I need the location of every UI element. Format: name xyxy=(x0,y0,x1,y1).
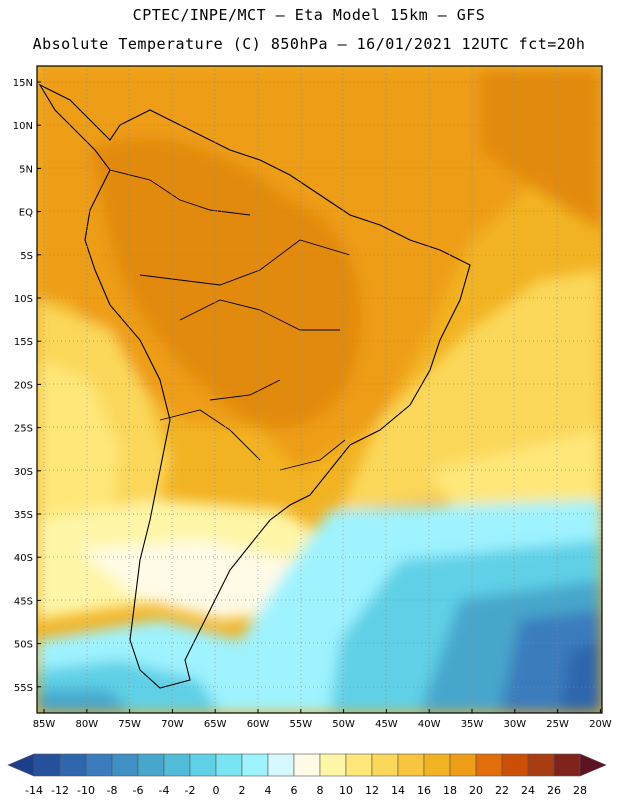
lon-label: 75W xyxy=(118,719,141,730)
colorbar-swatch xyxy=(111,753,139,777)
lon-label: 40W xyxy=(418,719,441,730)
lon-label: 30W xyxy=(503,719,526,730)
colorbar-label: 10 xyxy=(339,784,353,797)
colorbar-swatch xyxy=(527,753,555,777)
map-frame xyxy=(36,65,603,714)
lat-label: 10S xyxy=(14,294,33,305)
colorbar-swatch xyxy=(189,753,217,777)
colorbar-label: 18 xyxy=(443,784,457,797)
colorbar-label: -2 xyxy=(185,784,196,797)
lat-label: 15N xyxy=(13,78,33,89)
lon-label: 65W xyxy=(204,719,227,730)
colorbar: -14 -12 -10 -8 -6 -4 -2 0 2 4 6 8 10 12 14 16 18 20 22 24 26… xyxy=(7,753,607,797)
temperature-map: 15N 10N 5N EQ 5S 10S 15S 20S 25S 30S 35S 40S 45S 50S 5… xyxy=(13,65,612,730)
colorbar-label: 12 xyxy=(365,784,379,797)
colorbar-swatch xyxy=(215,753,243,777)
colorbar-label: -4 xyxy=(159,784,170,797)
lon-label: 60W xyxy=(247,719,270,730)
colorbar-swatch xyxy=(241,753,269,777)
lon-label: 85W xyxy=(33,719,56,730)
lat-label: 5S xyxy=(20,251,33,262)
colorbar-swatch xyxy=(33,753,61,777)
lat-label: EQ xyxy=(19,208,33,219)
colorbar-label: -14 xyxy=(25,784,43,797)
colorbar-swatch xyxy=(85,753,113,777)
colorbar-swatch xyxy=(397,753,425,777)
country-borders xyxy=(109,169,351,471)
colorbar-label: 16 xyxy=(417,784,431,797)
lat-label: 45S xyxy=(14,596,33,607)
lon-label: 70W xyxy=(161,719,184,730)
lon-label: 35W xyxy=(461,719,484,730)
title-line-2: Absolute Temperature (C) 850hPa – 16/01/… xyxy=(32,35,586,53)
lon-label: 20W xyxy=(589,719,612,730)
colorbar-label: 22 xyxy=(495,784,509,797)
colorbar-swatch xyxy=(475,753,503,777)
title-line-1: CPTEC/INPE/MCT – Eta Model 15km – GFS xyxy=(132,6,486,24)
colorbar-label: -10 xyxy=(77,784,95,797)
lat-label: 35S xyxy=(14,510,33,521)
lon-label: 50W xyxy=(332,719,355,730)
colorbar-swatch xyxy=(345,753,373,777)
colorbar-label: 28 xyxy=(573,784,587,797)
colorbar-swatch xyxy=(163,753,191,777)
colorbar-swatch xyxy=(553,753,581,777)
colorbar-swatch xyxy=(267,753,295,777)
colorbar-swatch xyxy=(293,753,321,777)
lon-label: 25W xyxy=(546,719,569,730)
lon-label: 80W xyxy=(75,719,98,730)
lat-label: 55S xyxy=(14,683,33,694)
colorbar-label: -8 xyxy=(107,784,118,797)
colorbar-swatch xyxy=(137,753,165,777)
colorbar-swatch xyxy=(423,753,451,777)
colorbar-label: 2 xyxy=(239,784,246,797)
lat-label: 10N xyxy=(13,121,33,132)
colorbar-label: 26 xyxy=(547,784,561,797)
colorbar-swatch xyxy=(579,753,607,777)
colorbar-label: 20 xyxy=(469,784,483,797)
lon-label: 55W xyxy=(289,719,312,730)
colorbar-label: 14 xyxy=(391,784,405,797)
lat-label: 5N xyxy=(19,164,33,175)
colorbar-label: -12 xyxy=(51,784,69,797)
lat-label: 20S xyxy=(14,380,33,391)
colorbar-label: 24 xyxy=(521,784,535,797)
colorbar-swatch xyxy=(7,753,35,777)
coastline xyxy=(38,83,471,689)
colorbar-swatch xyxy=(371,753,399,777)
lat-label: 30S xyxy=(14,467,33,478)
lat-label: 25S xyxy=(14,424,33,435)
lat-label: 50S xyxy=(14,640,33,651)
colorbar-label: 4 xyxy=(265,784,272,797)
lat-label: 15S xyxy=(14,337,33,348)
colorbar-swatch xyxy=(501,753,529,777)
colorbar-label: 6 xyxy=(291,784,298,797)
lat-label: 40S xyxy=(14,553,33,564)
colorbar-swatch xyxy=(319,753,347,777)
colorbar-label: 0 xyxy=(213,784,220,797)
colorbar-swatch xyxy=(59,753,87,777)
temperature-field xyxy=(37,66,602,713)
colorbar-label: 8 xyxy=(317,784,324,797)
colorbar-label: -6 xyxy=(133,784,144,797)
lon-label: 45W xyxy=(375,719,398,730)
colorbar-swatch xyxy=(449,753,477,777)
